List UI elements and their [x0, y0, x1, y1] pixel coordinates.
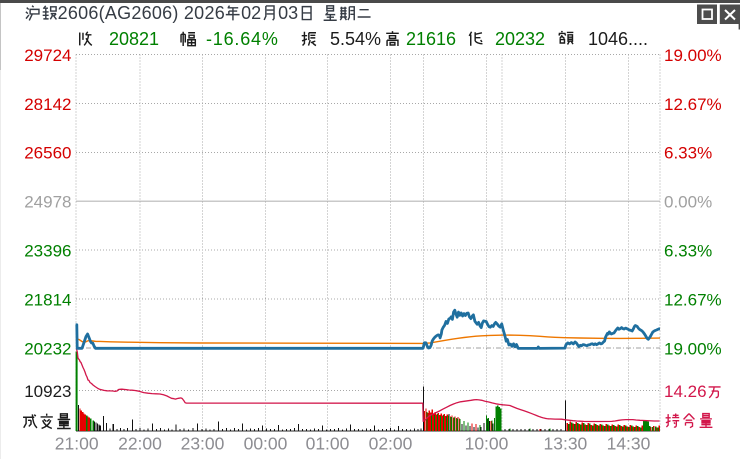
svg-text:6.33%: 6.33%	[664, 144, 712, 163]
svg-text:21814: 21814	[24, 290, 71, 309]
svg-text:21616: 21616	[406, 29, 456, 49]
svg-text:19.00%: 19.00%	[664, 339, 722, 358]
svg-text:26560: 26560	[24, 144, 71, 163]
svg-text:23:00: 23:00	[181, 434, 225, 454]
svg-text:29724: 29724	[24, 46, 71, 65]
svg-text:22:00: 22:00	[118, 434, 162, 454]
svg-text:03: 03	[278, 3, 298, 23]
svg-text:21:00: 21:00	[55, 434, 99, 454]
svg-text:6.33%: 6.33%	[664, 242, 712, 261]
svg-text:20232: 20232	[495, 29, 545, 49]
svg-text:19.00%: 19.00%	[664, 46, 722, 65]
svg-text:12.67%: 12.67%	[664, 95, 722, 114]
svg-text:28142: 28142	[24, 95, 71, 114]
svg-text:14:30: 14:30	[607, 434, 651, 454]
svg-text:02: 02	[241, 3, 261, 23]
svg-text:20232: 20232	[24, 339, 71, 358]
svg-text:02:00: 02:00	[369, 434, 413, 454]
svg-text:2606(AG2606) 2026: 2606(AG2606) 2026	[58, 3, 225, 23]
svg-text:10923: 10923	[24, 382, 71, 401]
svg-text:13:30: 13:30	[544, 434, 588, 454]
svg-text:00:00: 00:00	[244, 434, 288, 454]
svg-text:0.00%: 0.00%	[664, 193, 712, 212]
svg-text:14.26: 14.26	[664, 382, 707, 401]
svg-text:-16.64%: -16.64%	[206, 29, 279, 49]
svg-text:23396: 23396	[24, 242, 71, 261]
svg-text:01:00: 01:00	[306, 434, 350, 454]
svg-text:5.54%: 5.54%	[330, 29, 381, 49]
svg-text:10:00: 10:00	[465, 434, 509, 454]
svg-text:12.67%: 12.67%	[664, 290, 722, 309]
svg-text:1046....: 1046....	[588, 29, 648, 49]
svg-text:24978: 24978	[24, 193, 71, 212]
svg-text:20821: 20821	[109, 29, 159, 49]
